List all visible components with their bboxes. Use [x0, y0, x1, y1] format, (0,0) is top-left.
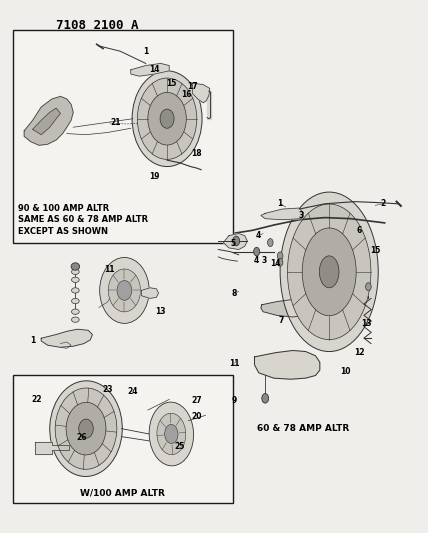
Text: 22: 22: [32, 395, 42, 404]
Polygon shape: [223, 233, 247, 249]
Ellipse shape: [55, 388, 117, 469]
Text: 18: 18: [192, 149, 202, 158]
Ellipse shape: [149, 402, 193, 466]
Text: 26: 26: [77, 433, 87, 442]
Ellipse shape: [66, 402, 106, 455]
Text: 11: 11: [104, 265, 115, 273]
Text: 8: 8: [232, 288, 237, 297]
Text: 7: 7: [279, 316, 284, 325]
Text: 60 & 78 AMP ALTR: 60 & 78 AMP ALTR: [258, 424, 350, 433]
Ellipse shape: [137, 78, 197, 159]
Polygon shape: [131, 63, 169, 76]
Text: 13: 13: [155, 307, 166, 316]
Text: 1: 1: [30, 336, 36, 345]
Polygon shape: [261, 208, 303, 220]
Text: 24: 24: [128, 387, 138, 396]
Text: 16: 16: [181, 90, 191, 99]
Ellipse shape: [132, 71, 202, 166]
Text: 15: 15: [166, 78, 176, 87]
Text: 25: 25: [175, 442, 185, 451]
Ellipse shape: [100, 257, 149, 324]
Text: EXCEPT AS SHOWN: EXCEPT AS SHOWN: [18, 227, 108, 236]
Polygon shape: [33, 108, 60, 135]
Ellipse shape: [302, 228, 356, 316]
Polygon shape: [24, 96, 73, 146]
Text: 23: 23: [102, 385, 113, 394]
Ellipse shape: [71, 288, 79, 293]
Text: 20: 20: [192, 412, 202, 421]
Bar: [14, 30, 233, 243]
Bar: [14, 375, 233, 503]
Ellipse shape: [71, 309, 79, 314]
Ellipse shape: [160, 109, 174, 128]
Text: 1: 1: [143, 47, 149, 55]
Ellipse shape: [165, 424, 178, 443]
Text: 14: 14: [270, 260, 281, 268]
Text: 4: 4: [254, 256, 259, 264]
Text: W/100 AMP ALTR: W/100 AMP ALTR: [80, 489, 165, 498]
Text: 21: 21: [110, 118, 121, 127]
Polygon shape: [35, 442, 69, 454]
Text: 11: 11: [229, 359, 240, 368]
Polygon shape: [207, 91, 211, 119]
Ellipse shape: [71, 269, 79, 274]
Ellipse shape: [262, 393, 269, 403]
Text: 3: 3: [262, 256, 267, 264]
Ellipse shape: [117, 280, 132, 300]
Ellipse shape: [366, 282, 371, 290]
Ellipse shape: [277, 252, 283, 260]
Text: 13: 13: [362, 319, 372, 328]
Text: 6: 6: [357, 226, 362, 235]
Text: 3: 3: [299, 212, 304, 221]
Ellipse shape: [277, 259, 283, 266]
Text: 2: 2: [380, 199, 385, 208]
Ellipse shape: [280, 192, 378, 352]
Ellipse shape: [71, 317, 79, 322]
Text: 5: 5: [231, 239, 236, 248]
Text: 9: 9: [232, 396, 237, 405]
Polygon shape: [142, 288, 158, 298]
Ellipse shape: [71, 277, 79, 282]
Polygon shape: [255, 351, 320, 379]
Text: 14: 14: [149, 66, 160, 74]
Text: 17: 17: [187, 82, 198, 91]
Text: 27: 27: [192, 396, 202, 405]
Ellipse shape: [71, 263, 80, 270]
Ellipse shape: [268, 239, 273, 247]
Text: 90 & 100 AMP ALTR: 90 & 100 AMP ALTR: [18, 204, 109, 213]
Polygon shape: [41, 329, 92, 348]
Ellipse shape: [288, 204, 371, 340]
Ellipse shape: [79, 419, 93, 438]
Ellipse shape: [71, 298, 79, 304]
Text: 1: 1: [277, 199, 283, 208]
Text: 7108 2100 A: 7108 2100 A: [56, 19, 139, 33]
Ellipse shape: [148, 92, 186, 145]
Ellipse shape: [50, 381, 122, 477]
Text: 19: 19: [149, 172, 160, 181]
Text: 15: 15: [370, 246, 380, 255]
Ellipse shape: [108, 269, 140, 312]
Text: 10: 10: [340, 367, 351, 376]
Ellipse shape: [233, 236, 240, 246]
Text: 12: 12: [354, 348, 364, 357]
Polygon shape: [261, 300, 306, 317]
Text: SAME AS 60 & 78 AMP ALTR: SAME AS 60 & 78 AMP ALTR: [18, 215, 148, 224]
Ellipse shape: [254, 247, 260, 256]
Polygon shape: [193, 83, 210, 103]
Ellipse shape: [157, 413, 186, 455]
Text: 4: 4: [256, 231, 262, 240]
Ellipse shape: [319, 256, 339, 288]
